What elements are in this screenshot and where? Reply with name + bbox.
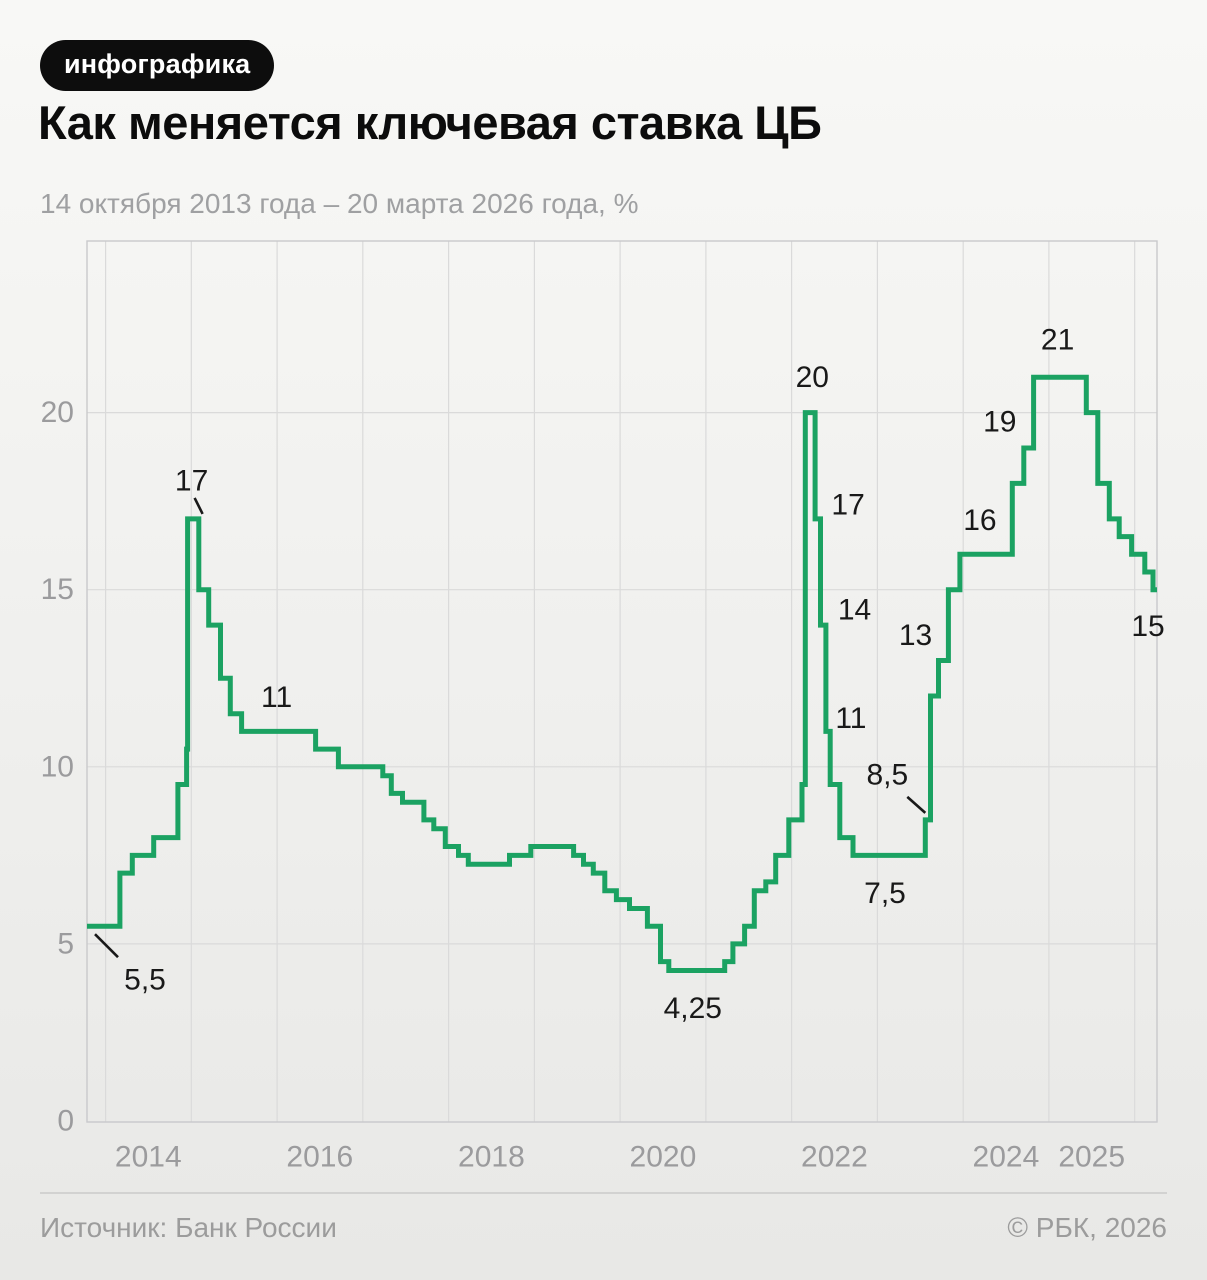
svg-text:11: 11 [835,702,866,735]
svg-text:2018: 2018 [458,1141,525,1174]
svg-text:4,25: 4,25 [664,992,722,1025]
page-title: Как меняется ключевая ставка ЦБ [38,96,822,149]
svg-text:15: 15 [41,573,74,606]
svg-text:2016: 2016 [286,1141,353,1174]
svg-text:2025: 2025 [1058,1141,1125,1174]
footer: Источник: Банк России © РБК, 2026 [40,1212,1167,1244]
svg-text:5: 5 [57,927,74,960]
svg-text:20: 20 [796,361,829,394]
svg-text:2024: 2024 [973,1141,1040,1174]
footer-divider [40,1192,1167,1194]
svg-text:8,5: 8,5 [866,758,908,791]
svg-text:20: 20 [41,396,74,429]
svg-text:11: 11 [261,681,292,714]
infographic-badge: инфографика [40,40,275,91]
copyright-label: © РБК, 2026 [1007,1212,1167,1243]
svg-text:2020: 2020 [630,1141,697,1174]
svg-text:13: 13 [899,619,932,652]
svg-text:2014: 2014 [115,1141,182,1174]
svg-text:2022: 2022 [801,1141,868,1174]
svg-text:10: 10 [41,750,74,783]
svg-text:16: 16 [963,504,996,537]
svg-text:21: 21 [1041,324,1074,357]
svg-text:17: 17 [175,464,208,497]
svg-text:14: 14 [838,594,871,627]
svg-text:17: 17 [831,488,864,521]
svg-text:7,5: 7,5 [864,877,906,910]
svg-text:19: 19 [983,406,1016,439]
svg-text:15: 15 [1131,610,1164,643]
date-range-subtitle: 14 октября 2013 года – 20 марта 2026 год… [40,188,639,219]
svg-text:5,5: 5,5 [124,964,166,997]
badge-label: инфографика [64,49,251,79]
svg-text:0: 0 [57,1105,74,1138]
source-label: Источник: Банк России [40,1212,337,1243]
